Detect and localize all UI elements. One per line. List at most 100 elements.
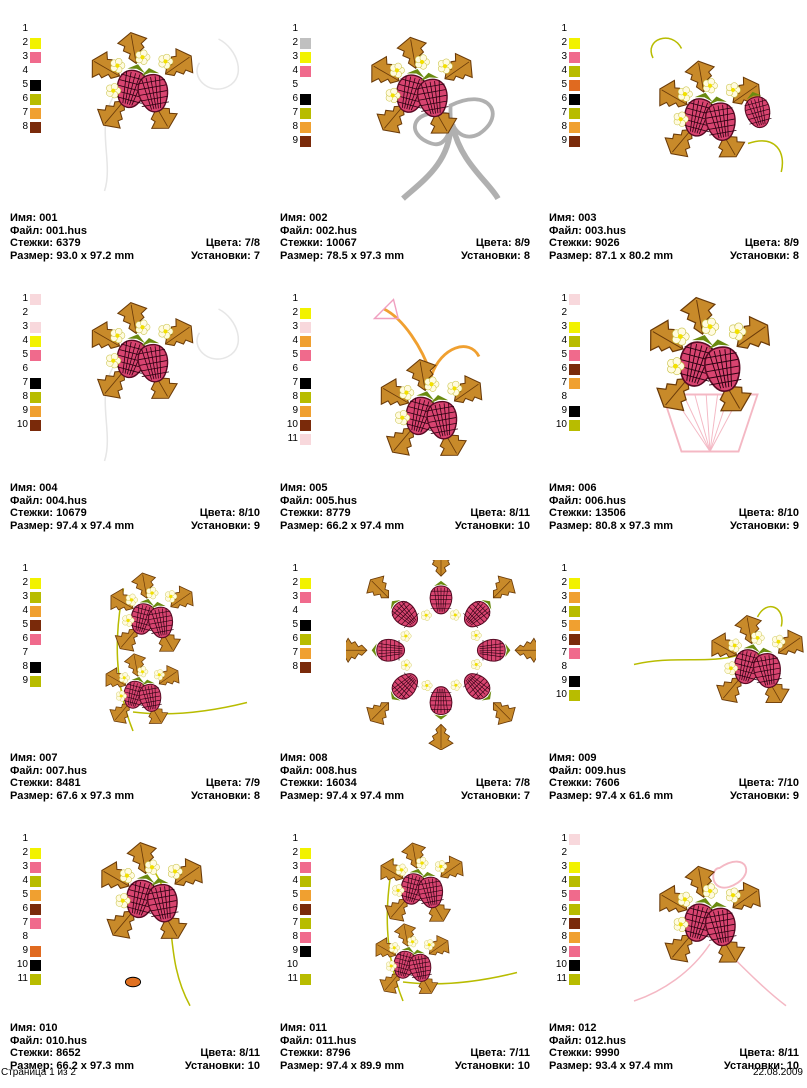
design-card[interactable]: 1 2 3 4 5 6 7 8 Имя: 008 Файл: 008.hus Стежки: 160…: [280, 556, 540, 818]
palette-row: 3: [10, 860, 41, 874]
leaf-motif: [656, 377, 690, 412]
palette-row: 4: [280, 334, 311, 348]
leaf-motif: [428, 723, 454, 750]
colors-label: Цвета:: [199, 507, 236, 519]
flower-motif: [667, 357, 685, 376]
palette-index: 5: [22, 889, 28, 900]
flower-motif: [416, 856, 429, 870]
palette-index: 3: [561, 51, 567, 62]
design-card[interactable]: 1 2 3 4 5 6 7 8 9 Имя: 002 Файл: 002.hus Стежки: 10…: [280, 16, 540, 278]
design-name: 005: [309, 482, 328, 494]
stitches-label: Стежки:: [280, 507, 324, 519]
palette-row: 4: [549, 334, 580, 348]
color-swatch: [569, 889, 580, 901]
palette-row: 1: [280, 832, 311, 846]
palette-index: 3: [561, 591, 567, 602]
color-swatch: [569, 861, 580, 873]
name-label: Имя:: [549, 752, 576, 764]
design-colors: 8/11: [778, 1047, 799, 1059]
palette-row: 1: [280, 22, 311, 36]
palette-index: 1: [292, 833, 298, 844]
design-colors: 8/10: [777, 507, 799, 519]
design-card[interactable]: 1 2 3 4 5 6 7 8 9 10 Имя: 009 Файл: 009.hus Стежки: …: [549, 556, 807, 818]
design-card[interactable]: 1 2 3 4 5 6 7 8 9 10 11 Имя: 010 Файл: 010.hus Стежки…: [10, 826, 270, 1088]
swirl-motif: [633, 654, 739, 666]
palette-index: 1: [22, 23, 28, 34]
leaf-motif: [346, 637, 368, 664]
stitches-row: Стежки: 8652 Цвета: 8/11: [10, 1047, 260, 1060]
color-palette: 1 2 3 4 5 6 7 8 9 10 11: [280, 832, 311, 986]
design-file: 012.hus: [584, 1034, 626, 1047]
stitches-row: Стежки: 8779 Цвета: 8/11: [280, 507, 530, 520]
design-card[interactable]: 1 2 3 4 5 6 7 8 9 Имя: 007 Файл: 007.hus Стежки: 84…: [10, 556, 270, 818]
design-card[interactable]: 1 2 3 4 5 6 7 8 9 10 11 Имя: 005 Файл: 005.hus Стежки…: [280, 286, 540, 548]
color-swatch: [300, 619, 311, 631]
color-swatch: [300, 37, 311, 49]
color-swatch: [569, 419, 580, 431]
color-swatch: [300, 847, 311, 859]
color-swatch: [30, 861, 41, 873]
size-label: Размер:: [549, 249, 593, 262]
file-label: Файл:: [10, 494, 43, 507]
embroidery-preview: [650, 37, 784, 173]
design-card[interactable]: 1 2 3 4 5 6 7 8 Имя: 001 Файл: 001.hus Стежки: 637…: [10, 16, 270, 278]
color-swatch: [30, 121, 41, 133]
size-row: Размер: 93.0 x 97.2 mm Установки: 7: [10, 250, 260, 263]
palette-index: 7: [292, 377, 298, 388]
leaf-motif: [158, 664, 180, 686]
color-swatch: [569, 591, 580, 603]
size-label: Размер:: [280, 519, 324, 532]
flower-motif: [400, 630, 412, 642]
design-size: 66.2 x 97.3 mm: [56, 1059, 135, 1072]
color-swatch: [569, 875, 580, 887]
design-card[interactable]: 1 2 3 4 5 6 7 8 9 10 Имя: 006 Файл: 006.hus Стежки: …: [549, 286, 807, 548]
color-swatch: [300, 377, 311, 389]
palette-row: 5: [10, 78, 41, 92]
color-swatch: [30, 945, 41, 957]
size-label: Размер:: [10, 789, 54, 802]
name-row: Имя: 007: [10, 752, 260, 765]
design-card[interactable]: 1 2 3 4 5 6 7 8 9 10 Имя: 004 Файл: 004.hus Стежки: …: [10, 286, 270, 548]
leaf-motif: [777, 629, 804, 656]
color-swatch: [569, 564, 580, 575]
color-swatch: [300, 65, 311, 77]
name-label: Имя:: [280, 482, 307, 494]
color-swatch: [300, 577, 311, 589]
palette-index: 2: [292, 847, 298, 858]
design-colors: 8/10: [238, 507, 260, 519]
design-card[interactable]: 1 2 3 4 5 6 7 8 9 10 11 Имя: 012 Файл: 012.hus Стежки…: [549, 826, 807, 1088]
size-label: Размер:: [549, 1059, 593, 1072]
palette-index: 5: [22, 619, 28, 630]
color-swatch: [569, 945, 580, 957]
color-swatch: [30, 675, 41, 687]
color-swatch: [569, 377, 580, 389]
flower-motif: [168, 863, 183, 880]
palette-index: 2: [561, 37, 567, 48]
design-stops: 9: [253, 519, 260, 532]
palette-index: 11: [556, 973, 567, 984]
stops-label: Установки:: [460, 249, 521, 262]
palette-index: 8: [22, 931, 28, 942]
color-swatch: [569, 121, 580, 133]
palette-index: 9: [561, 135, 567, 146]
name-label: Имя:: [280, 1022, 307, 1034]
color-swatch: [30, 293, 41, 305]
design-card[interactable]: 1 2 3 4 5 6 7 8 9 Имя: 003 Файл: 003.hus Стежки: 90…: [549, 16, 807, 278]
design-size: 93.4 x 97.4 mm: [595, 1059, 674, 1072]
palette-row: 4: [280, 64, 311, 78]
embroidery-preview: [371, 36, 501, 201]
palette-index: 5: [292, 619, 298, 630]
leaf-motif: [385, 427, 415, 456]
palette-index: 5: [292, 79, 298, 90]
name-label: Имя:: [10, 212, 37, 224]
palette-row: 11: [280, 972, 311, 986]
palette-row: 8: [10, 930, 41, 944]
design-card[interactable]: 1 2 3 4 5 6 7 8 9 10 11 Имя: 011 Файл: 011.hus Стежки…: [280, 826, 540, 1088]
embroidery-preview: [372, 298, 483, 456]
colors-label: Цвета:: [470, 507, 507, 519]
color-swatch: [569, 405, 580, 417]
name-row: Имя: 005: [280, 482, 530, 495]
palette-row: 7: [10, 646, 41, 660]
palette-row: 8: [280, 930, 311, 944]
palette-row: 6: [549, 362, 580, 376]
